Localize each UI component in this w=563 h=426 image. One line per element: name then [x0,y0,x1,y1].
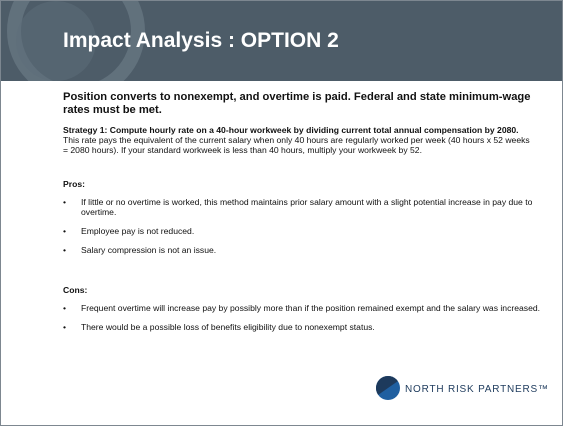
pros-label: Pros: [63,179,85,189]
cons-item: Frequent overtime will increase pay by p… [63,303,551,313]
pros-item: Employee pay is not reduced. [63,226,551,236]
pros-item: If little or no overtime is worked, this… [63,197,551,217]
logo-text: NORTH RISK PARTNERS™ [405,384,549,395]
cons-item: There would be a possible loss of benefi… [63,322,551,332]
pros-list: If little or no overtime is worked, this… [63,197,551,264]
cons-label: Cons: [63,285,88,295]
strategy-bold: Strategy 1: Compute hourly rate on a 40-… [63,125,519,135]
pros-item: Salary compression is not an issue. [63,245,551,255]
heading: Position converts to nonexempt, and over… [63,91,531,116]
strategy-text: This rate pays the equivalent of the cur… [63,135,530,155]
cons-list: Frequent overtime will increase pay by p… [63,303,551,341]
title: Impact Analysis : OPTION 2 [63,29,339,52]
logo-icon [376,376,400,400]
header-decoration [7,1,145,81]
strategy: Strategy 1: Compute hourly rate on a 40-… [63,125,533,155]
